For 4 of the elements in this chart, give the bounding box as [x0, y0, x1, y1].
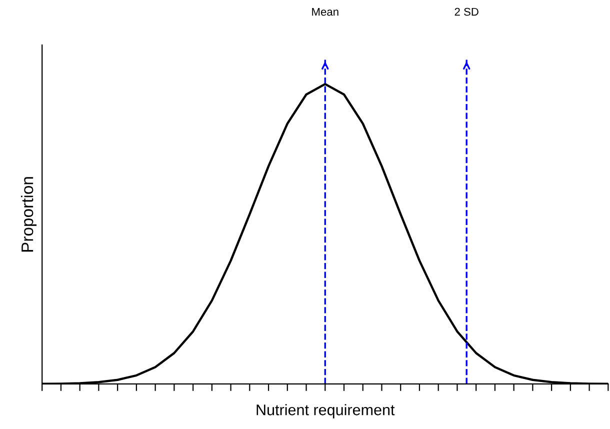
- text: Mean: [312, 8, 338, 16]
- y-axis-title: Proportion: [21, 177, 37, 252]
- text: 2 SD: [454, 8, 478, 16]
- x-axis-title: Nutrient requirement: [256, 404, 395, 418]
